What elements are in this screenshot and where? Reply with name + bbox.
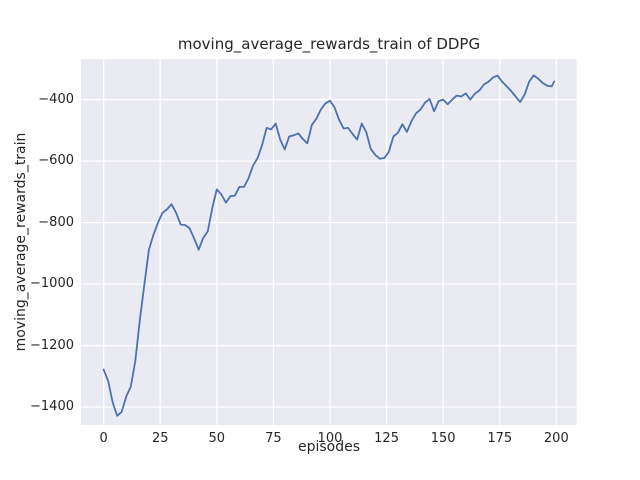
x-tick-label: 200 <box>543 431 569 446</box>
data-line <box>102 74 555 417</box>
x-tick-label: 0 <box>99 431 108 446</box>
axes-background <box>81 59 577 425</box>
x-tick-label: 75 <box>265 431 282 446</box>
y-tick-label: −1200 <box>30 337 74 353</box>
x-tick-label: 125 <box>374 431 399 446</box>
chart-title: moving_average_rewards_train of DDPG <box>177 35 481 53</box>
x-tick-label: 100 <box>317 431 343 446</box>
y-tick-label: −1400 <box>30 399 74 415</box>
x-tick-label: 25 <box>151 431 169 446</box>
y-tick-label: −600 <box>38 153 74 169</box>
y-tick-label: −400 <box>38 91 74 107</box>
y-axis-label: moving_average_rewards_train <box>13 132 29 352</box>
y-tick-label: −1000 <box>30 276 74 292</box>
x-tick-label: 175 <box>487 431 513 446</box>
x-tick-label: 150 <box>430 431 456 446</box>
y-tick-label: −800 <box>38 214 74 230</box>
x-tick-label: 50 <box>208 431 226 446</box>
x-axis-label: episodes <box>297 439 361 455</box>
